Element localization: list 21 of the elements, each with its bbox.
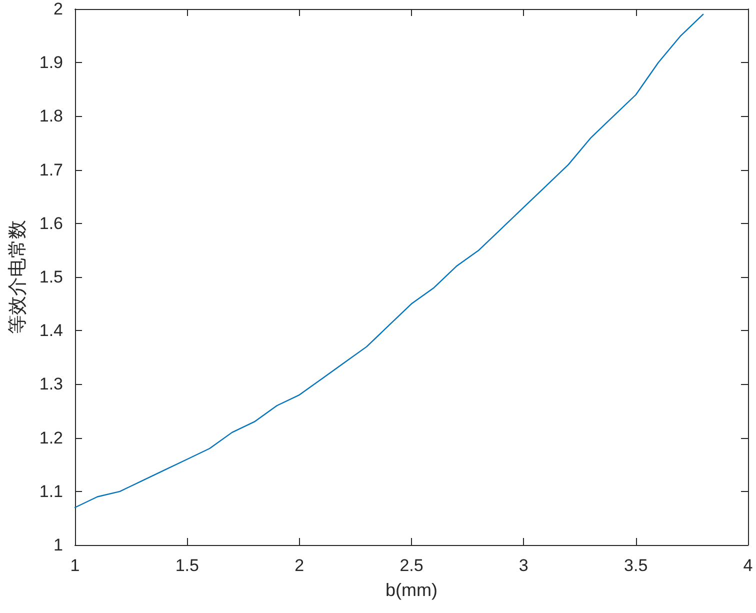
x-axis-title: b(mm): [386, 580, 438, 600]
y-tick-label: 1.2: [39, 428, 63, 448]
x-tick-label: 1.5: [175, 556, 199, 575]
y-tick-label: 2: [54, 0, 63, 18]
y-tick-label: 1.1: [39, 482, 63, 501]
line-series: [74, 14, 704, 508]
x-tick-label: 3.5: [624, 556, 648, 575]
y-tick-label: 1.7: [39, 160, 63, 180]
y-tick-label: 1.6: [39, 214, 63, 233]
y-axis-title: 等效介电常数: [6, 220, 28, 334]
x-tick-label: 2.5: [400, 556, 424, 575]
y-tick-label: 1: [54, 536, 63, 554]
x-tick-label: 3: [518, 556, 528, 575]
x-tick-label: 4: [743, 556, 753, 575]
y-tick-label: 1.4: [39, 321, 63, 340]
x-tick-label: 1: [70, 556, 80, 575]
y-tick-label: 1.8: [39, 106, 63, 126]
y-tick-label: 1.5: [39, 268, 63, 286]
x-tick-label: 2: [294, 556, 304, 575]
y-tick-label: 1.9: [39, 53, 63, 72]
y-tick-label: 1.3: [39, 374, 63, 394]
